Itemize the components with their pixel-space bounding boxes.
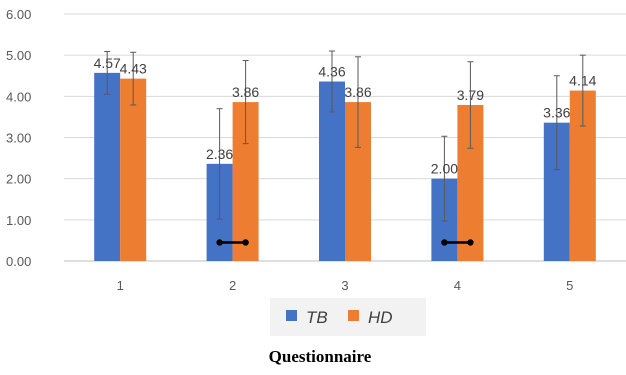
data-label: 3.86 (344, 84, 371, 100)
significance-dot (242, 239, 249, 246)
legend-swatch-tb (286, 310, 297, 321)
legend-label-tb: TB (306, 308, 328, 327)
significance-dot (467, 239, 474, 246)
y-tick-label: 2.00 (6, 172, 31, 187)
data-label: 4.36 (318, 64, 345, 80)
x-tick-label: 3 (341, 278, 348, 293)
data-label: 4.57 (94, 55, 121, 71)
bar-tb-1 (94, 72, 121, 261)
y-tick-label: 3.00 (6, 131, 31, 146)
y-tick-label: 6.00 (6, 7, 31, 22)
x-tick-label: 2 (229, 278, 236, 293)
bar-hd-1 (120, 78, 147, 261)
data-label: 2.36 (206, 146, 233, 162)
data-labels: 4.574.43 2.36 3.86 4.36 3.86 2.00 3.79 3.36 4.14 (94, 55, 597, 177)
legend: TB HD (270, 298, 426, 336)
y-tick-label: 1.00 (6, 213, 31, 228)
y-axis-tick-labels: 0.00 1.00 2.00 3.00 4.00 5.00 6.00 (6, 7, 31, 269)
x-tick-label: 1 (117, 278, 124, 293)
data-label: 3.79 (457, 87, 484, 103)
y-tick-label: 0.00 (6, 254, 31, 269)
data-label: 3.36 (543, 105, 570, 121)
x-axis-title: Questionnaire (269, 347, 372, 366)
bars (94, 72, 596, 262)
legend-label-hd: HD (368, 308, 393, 327)
data-label: 4.43 (120, 61, 147, 77)
x-tick-label: 5 (566, 278, 573, 293)
x-axis-tick-labels: 1 2 3 4 5 (117, 278, 574, 293)
y-tick-label: 4.00 (6, 89, 31, 104)
legend-swatch-hd (348, 310, 359, 321)
y-tick-label: 5.00 (6, 48, 31, 63)
data-label: 3.86 (232, 84, 259, 100)
significance-dot (216, 239, 223, 246)
data-label: 4.14 (569, 73, 596, 89)
significance-dot (441, 239, 448, 246)
significance-markers (216, 239, 474, 246)
error-bars (104, 50, 586, 222)
x-tick-label: 4 (454, 278, 461, 293)
data-label: 2.00 (431, 161, 458, 177)
